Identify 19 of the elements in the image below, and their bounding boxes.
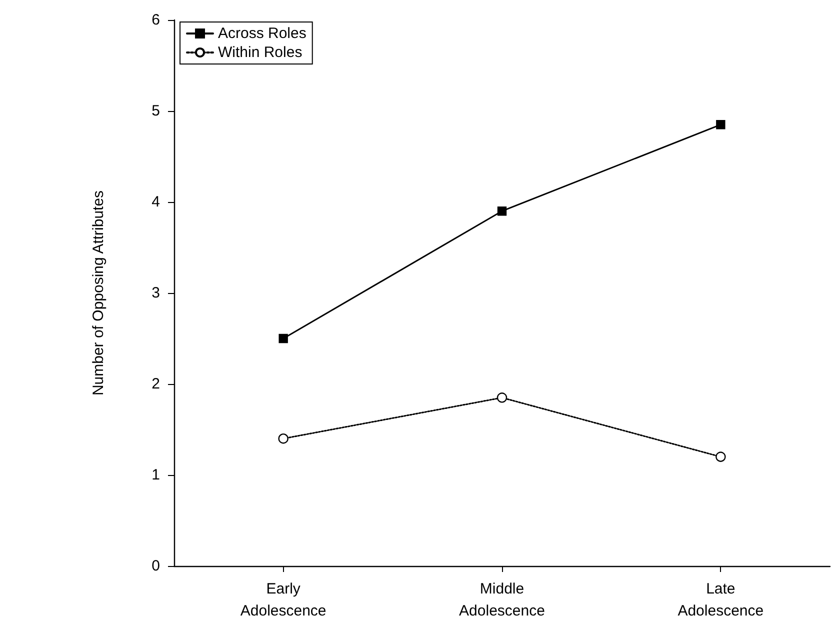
legend-label: Across Roles <box>218 25 306 42</box>
point <box>497 206 507 216</box>
legend-label: Within Roles <box>218 44 302 61</box>
y-tick-label: 6 <box>152 12 160 28</box>
point <box>278 434 288 444</box>
y-axis-title: Number of Opposing Attributes <box>90 190 107 396</box>
point <box>278 334 288 344</box>
y-tick-label: 2 <box>152 376 160 392</box>
point <box>716 120 726 130</box>
y-tick-label: 4 <box>152 194 160 210</box>
x-tick-label: Middle Adolescence <box>459 580 545 620</box>
x-tick-label: Late Adolescence <box>678 580 764 620</box>
point <box>716 452 726 462</box>
y-tick-label: 1 <box>152 466 160 484</box>
y-tick-label: 3 <box>152 284 160 302</box>
point <box>496 392 508 403</box>
y-tick-label: 5 <box>152 102 160 120</box>
x-tick-label: Early Adolescence <box>240 580 326 620</box>
y-tick-label: 0 <box>152 558 160 574</box>
